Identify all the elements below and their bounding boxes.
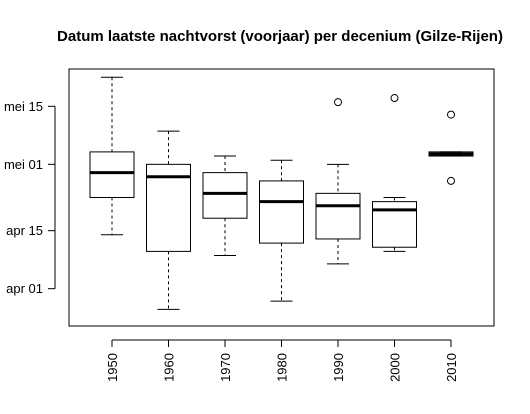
outlier-point [334, 98, 342, 107]
x-axis: 1950 1960 1970 1980 1990 2000 2010 [105, 339, 459, 382]
box-iqr [315, 192, 361, 240]
box-1960 [146, 130, 191, 310]
box-1980 [259, 159, 304, 302]
x-tick-label: 1960 [162, 353, 177, 382]
box-iqr [202, 172, 248, 219]
plot-frame [68, 68, 495, 327]
y-axis: apr 01 apr 15 mei 01 mei 15 [4, 99, 56, 296]
x-tick-label: 1990 [331, 353, 346, 382]
outlier-point [447, 110, 455, 119]
y-tick-label: apr 15 [6, 223, 43, 238]
box-iqr [89, 151, 135, 199]
y-tick-label: apr 01 [6, 281, 43, 296]
outlier-point [390, 94, 399, 103]
box-2000 [372, 94, 417, 252]
box-2010 [428, 110, 474, 185]
x-tick-label: 1950 [105, 353, 120, 382]
box-1970 [202, 155, 248, 257]
box-iqr [372, 201, 417, 248]
x-tick-label: 2010 [444, 353, 459, 382]
y-tick-label: mei 15 [4, 99, 43, 114]
box-iqr [146, 163, 191, 252]
x-tick-label: 1970 [218, 353, 233, 382]
chart-title: Datum laatste nachtvorst (voorjaar) per … [57, 28, 503, 45]
box-iqr [259, 180, 304, 244]
box-1950 [89, 76, 135, 236]
x-tick-label: 2000 [388, 353, 403, 382]
outlier-point [447, 176, 455, 185]
box-1990 [315, 98, 361, 265]
boxes-layer [89, 76, 474, 310]
y-tick-label: mei 01 [4, 157, 43, 172]
x-tick-label: 1980 [275, 353, 290, 382]
